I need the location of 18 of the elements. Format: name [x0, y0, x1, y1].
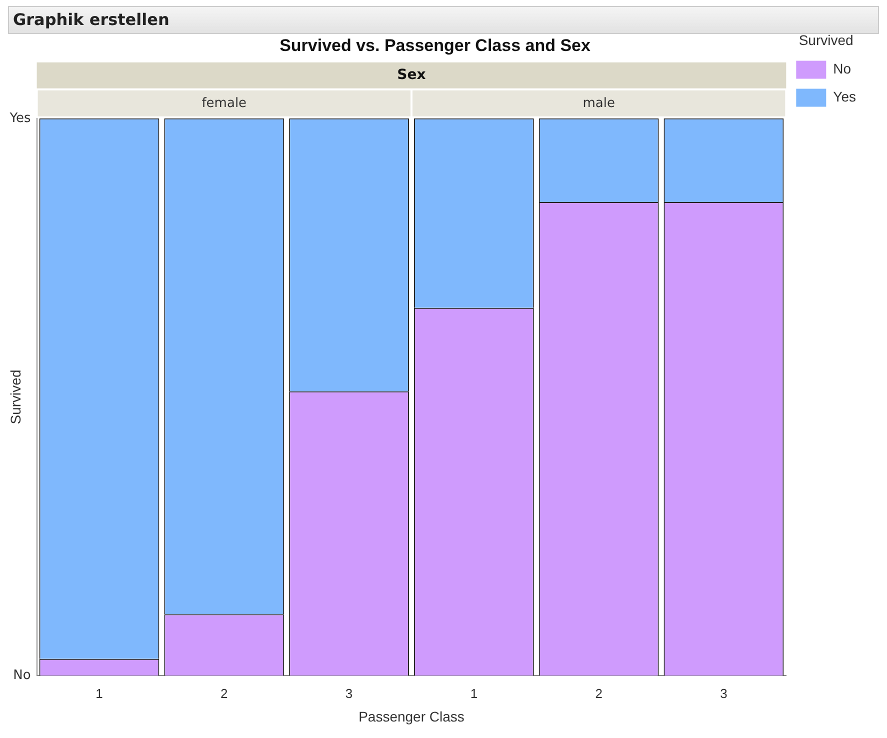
text: Sex [397, 67, 426, 84]
legend-label: No [833, 60, 852, 77]
text: No [13, 668, 31, 683]
chart-title: Survived vs. Passenger Class and Sex [280, 36, 591, 55]
x-axis-title: Passenger Class [358, 708, 464, 724]
text: male [582, 96, 615, 111]
legend-title: Survived [798, 32, 854, 48]
y-axis-title: Survived [7, 370, 24, 424]
text: female [202, 96, 247, 111]
text: Graphik erstellen [13, 10, 170, 29]
x-tick-label: 3 [345, 686, 353, 701]
text: Yes [8, 110, 32, 126]
x-tick-label: 2 [220, 686, 228, 701]
x-tick-label: 2 [595, 686, 602, 701]
x-tick-label: 1 [96, 686, 103, 701]
legend-label: Yes [833, 88, 856, 105]
x-tick-label: 1 [470, 686, 478, 701]
x-tick-label: 3 [720, 686, 728, 701]
